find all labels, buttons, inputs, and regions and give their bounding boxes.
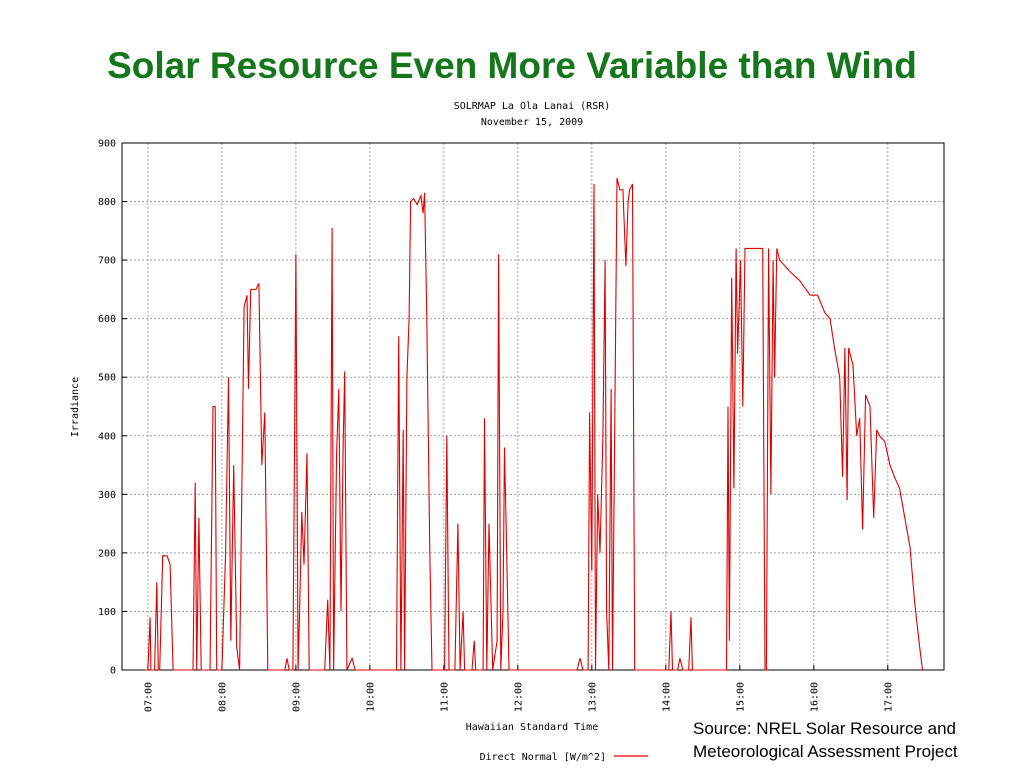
x-tick-label: 17:00 (883, 682, 894, 712)
x-axis-label: Hawaiian Standard Time (466, 722, 598, 733)
chart-title: SOLRMAP La Ola Lanai (RSR) (454, 101, 611, 112)
data-line (144, 177, 924, 671)
x-tick-label: 12:00 (513, 682, 524, 712)
x-tick-label: 13:00 (587, 682, 598, 712)
y-tick-label: 900 (98, 139, 116, 150)
plot: 0 100 200 300 400 500 600 700 800 900 07:00 08:00 09… (98, 139, 945, 712)
x-tick-label: 09:00 (291, 682, 302, 712)
y-tick-label: 800 (98, 197, 116, 208)
slide-title: Solar Resource Even More Variable than W… (107, 45, 917, 86)
y-tick-label: 500 (98, 373, 116, 384)
source-line: Meteorological Assessment Project (693, 742, 958, 761)
y-tick-label: 700 (98, 256, 116, 267)
y-tick-label: 100 (98, 607, 116, 618)
x-tick-label: 16:00 (809, 682, 820, 712)
chart-subtitle: November 15, 2009 (481, 117, 583, 128)
y-tick-label: 600 (98, 314, 116, 325)
x-tick-label: 15:00 (735, 682, 746, 712)
x-tick-label: 14:00 (661, 682, 672, 712)
x-tick-label: 10:00 (365, 682, 376, 712)
legend-label: Direct Normal [W/m^2] (480, 752, 606, 763)
y-tick-label: 0 (110, 666, 116, 677)
y-tick-label: 300 (98, 490, 116, 501)
y-axis-label: Irradiance (70, 377, 81, 437)
source-line: Source: NREL Solar Resource and (693, 719, 956, 738)
x-tick-label: 08:00 (217, 682, 228, 712)
x-tick-label: 07:00 (143, 682, 154, 712)
y-tick-label: 200 (98, 548, 116, 559)
y-tick-label: 400 (98, 431, 116, 442)
x-tick-label: 11:00 (439, 682, 450, 712)
